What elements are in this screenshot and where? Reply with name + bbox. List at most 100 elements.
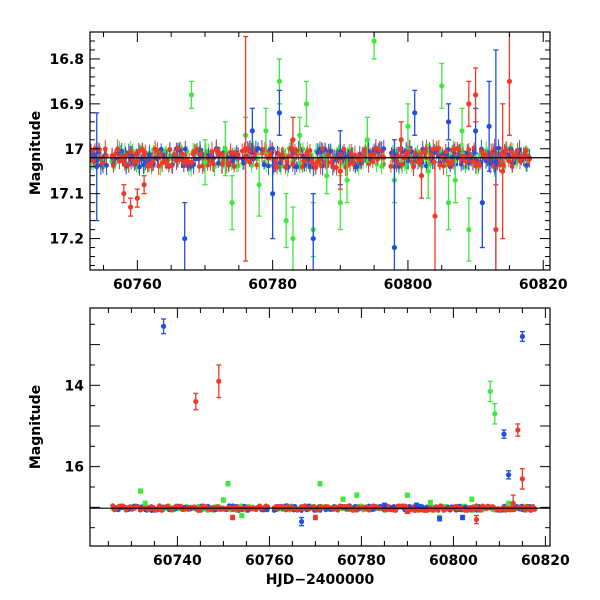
data-point	[439, 83, 445, 89]
baseline-point	[398, 147, 403, 152]
data-point	[466, 101, 472, 107]
baseline-point	[502, 152, 508, 158]
baseline-point	[182, 146, 188, 152]
bottom-x-axis-label: HJD−2400000	[266, 572, 375, 588]
baseline-point	[217, 151, 222, 156]
baseline-point	[117, 158, 122, 164]
data-point	[270, 191, 276, 197]
baseline-point	[474, 503, 479, 509]
baseline-point	[506, 507, 512, 513]
x-tick-label: 60740	[153, 553, 202, 569]
data-point	[182, 235, 188, 242]
data-point	[222, 146, 228, 152]
data-point	[220, 497, 226, 503]
data-point	[337, 200, 343, 206]
top-panel-zoomed-light-curve: Magnitude 60760 60780 60800 60820 16.8 16.9 17…	[28, 31, 568, 293]
data-point	[141, 182, 147, 188]
baseline-point	[506, 158, 512, 164]
baseline-point	[280, 153, 286, 158]
baseline-point	[284, 159, 290, 164]
baseline-point	[524, 162, 530, 168]
data-point	[239, 512, 245, 519]
baseline-point	[478, 507, 483, 513]
data-point	[487, 388, 493, 395]
baseline-point	[405, 158, 411, 164]
baseline-point	[209, 149, 215, 154]
baseline-point	[226, 161, 232, 166]
baseline-point	[123, 152, 129, 158]
top-y-axis-label: Magnitude	[28, 111, 44, 195]
data-point	[299, 518, 305, 525]
baseline-point	[348, 150, 354, 156]
y-tick-label: 17.1	[49, 187, 84, 203]
data-point	[445, 200, 452, 206]
data-point	[472, 92, 479, 98]
data-point	[445, 119, 452, 125]
baseline-point	[292, 146, 298, 152]
baseline-point	[194, 146, 200, 152]
data-point	[466, 226, 472, 233]
baseline-point	[470, 159, 476, 165]
baseline-point	[437, 162, 443, 168]
baseline-point	[532, 506, 538, 512]
data-point	[405, 123, 411, 129]
y-axis: 14 16	[65, 323, 550, 529]
data-point	[161, 323, 167, 329]
baseline-point	[247, 159, 253, 165]
baseline-point	[135, 503, 141, 509]
baseline-point	[290, 162, 296, 167]
data-point	[472, 128, 479, 134]
baseline-point	[154, 148, 160, 154]
data-point	[202, 159, 208, 165]
baseline-point	[528, 508, 534, 513]
data-point	[317, 481, 323, 487]
baseline-point	[159, 160, 165, 166]
baseline-point	[384, 507, 389, 513]
baseline-point	[255, 146, 261, 151]
y-axis: 16.8 16.9 17 17.1 17.2	[49, 31, 550, 267]
baseline-point	[259, 150, 265, 156]
x-tick-label: 60820	[519, 277, 568, 293]
baseline-point	[233, 151, 239, 156]
data-point	[94, 164, 100, 170]
green-series	[138, 380, 512, 521]
data-point	[437, 516, 443, 522]
baseline-point	[393, 508, 399, 513]
baseline-point	[515, 147, 520, 153]
data-point	[427, 499, 433, 506]
data-point	[134, 195, 140, 201]
data-point	[324, 173, 330, 179]
baseline-point	[288, 146, 294, 151]
baseline-point	[127, 149, 133, 154]
baseline-point	[104, 162, 109, 168]
data-point	[230, 514, 236, 521]
data-point	[276, 110, 283, 116]
baseline-point	[301, 158, 307, 164]
baseline-point	[436, 145, 442, 151]
baseline-point	[158, 152, 163, 158]
baseline-point	[142, 150, 148, 156]
baseline-point	[110, 503, 116, 509]
baseline-point	[235, 163, 241, 169]
baseline-point	[140, 147, 145, 153]
data-point	[242, 146, 249, 152]
baseline-point	[497, 162, 503, 168]
baseline-point	[126, 162, 131, 168]
data-point	[381, 502, 387, 508]
x-axis: 60760 60780 60800 60820	[103, 32, 568, 293]
baseline-point	[318, 162, 323, 168]
bottom-panel-full-light-curve: Magnitude HJD−2400000 60740 60760 60780 608…	[28, 307, 570, 588]
data-point	[249, 128, 255, 134]
baseline-point	[304, 153, 310, 159]
baseline-point	[115, 146, 121, 152]
y-tick-label: 16.9	[49, 97, 84, 113]
baseline-point	[526, 157, 532, 162]
data-point	[404, 508, 410, 515]
data-point	[506, 500, 512, 506]
data-point	[127, 204, 134, 210]
blue-series	[161, 318, 526, 527]
baseline-point	[488, 150, 494, 156]
baseline-point	[423, 163, 429, 169]
baseline-point	[399, 162, 405, 168]
data-point	[193, 398, 199, 405]
